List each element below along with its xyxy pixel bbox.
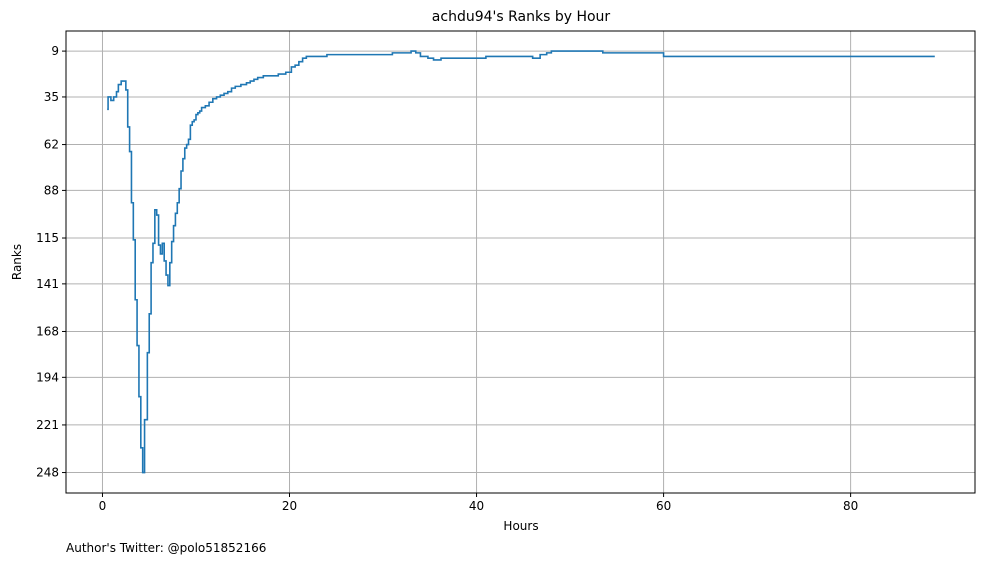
y-tick-label: 248	[36, 466, 59, 480]
x-tick-label: 40	[469, 499, 484, 513]
x-tick-label: 0	[99, 499, 107, 513]
x-axis-ticks: 0 20 40 60 80	[99, 493, 858, 513]
x-tick-label: 20	[282, 499, 297, 513]
y-tick-label: 35	[44, 90, 59, 104]
y-tick-label: 221	[36, 418, 59, 432]
plot-area	[107, 50, 935, 474]
y-tick-label: 141	[36, 277, 59, 291]
x-tick-label: 60	[656, 499, 671, 513]
y-tick-label: 9	[51, 44, 59, 58]
axes-frame	[65, 30, 976, 494]
rank-series-line	[107, 50, 935, 474]
y-tick-label: 62	[44, 138, 59, 152]
author-twitter-text: Author's Twitter: @polo51852166	[66, 541, 266, 555]
y-tick-label: 88	[44, 183, 59, 197]
y-tick-label: 115	[36, 231, 59, 245]
x-tick-label: 80	[843, 499, 858, 513]
chart-title: achdu94's Ranks by Hour	[432, 9, 611, 25]
grid	[66, 31, 975, 493]
y-axis-ticks: 9 35 62 88 115 141 168 194 221 248	[36, 44, 66, 480]
y-axis-label: Ranks	[10, 244, 24, 280]
y-tick-label: 194	[36, 370, 59, 384]
y-tick-label: 168	[36, 324, 59, 338]
x-axis-label: Hours	[503, 519, 538, 533]
